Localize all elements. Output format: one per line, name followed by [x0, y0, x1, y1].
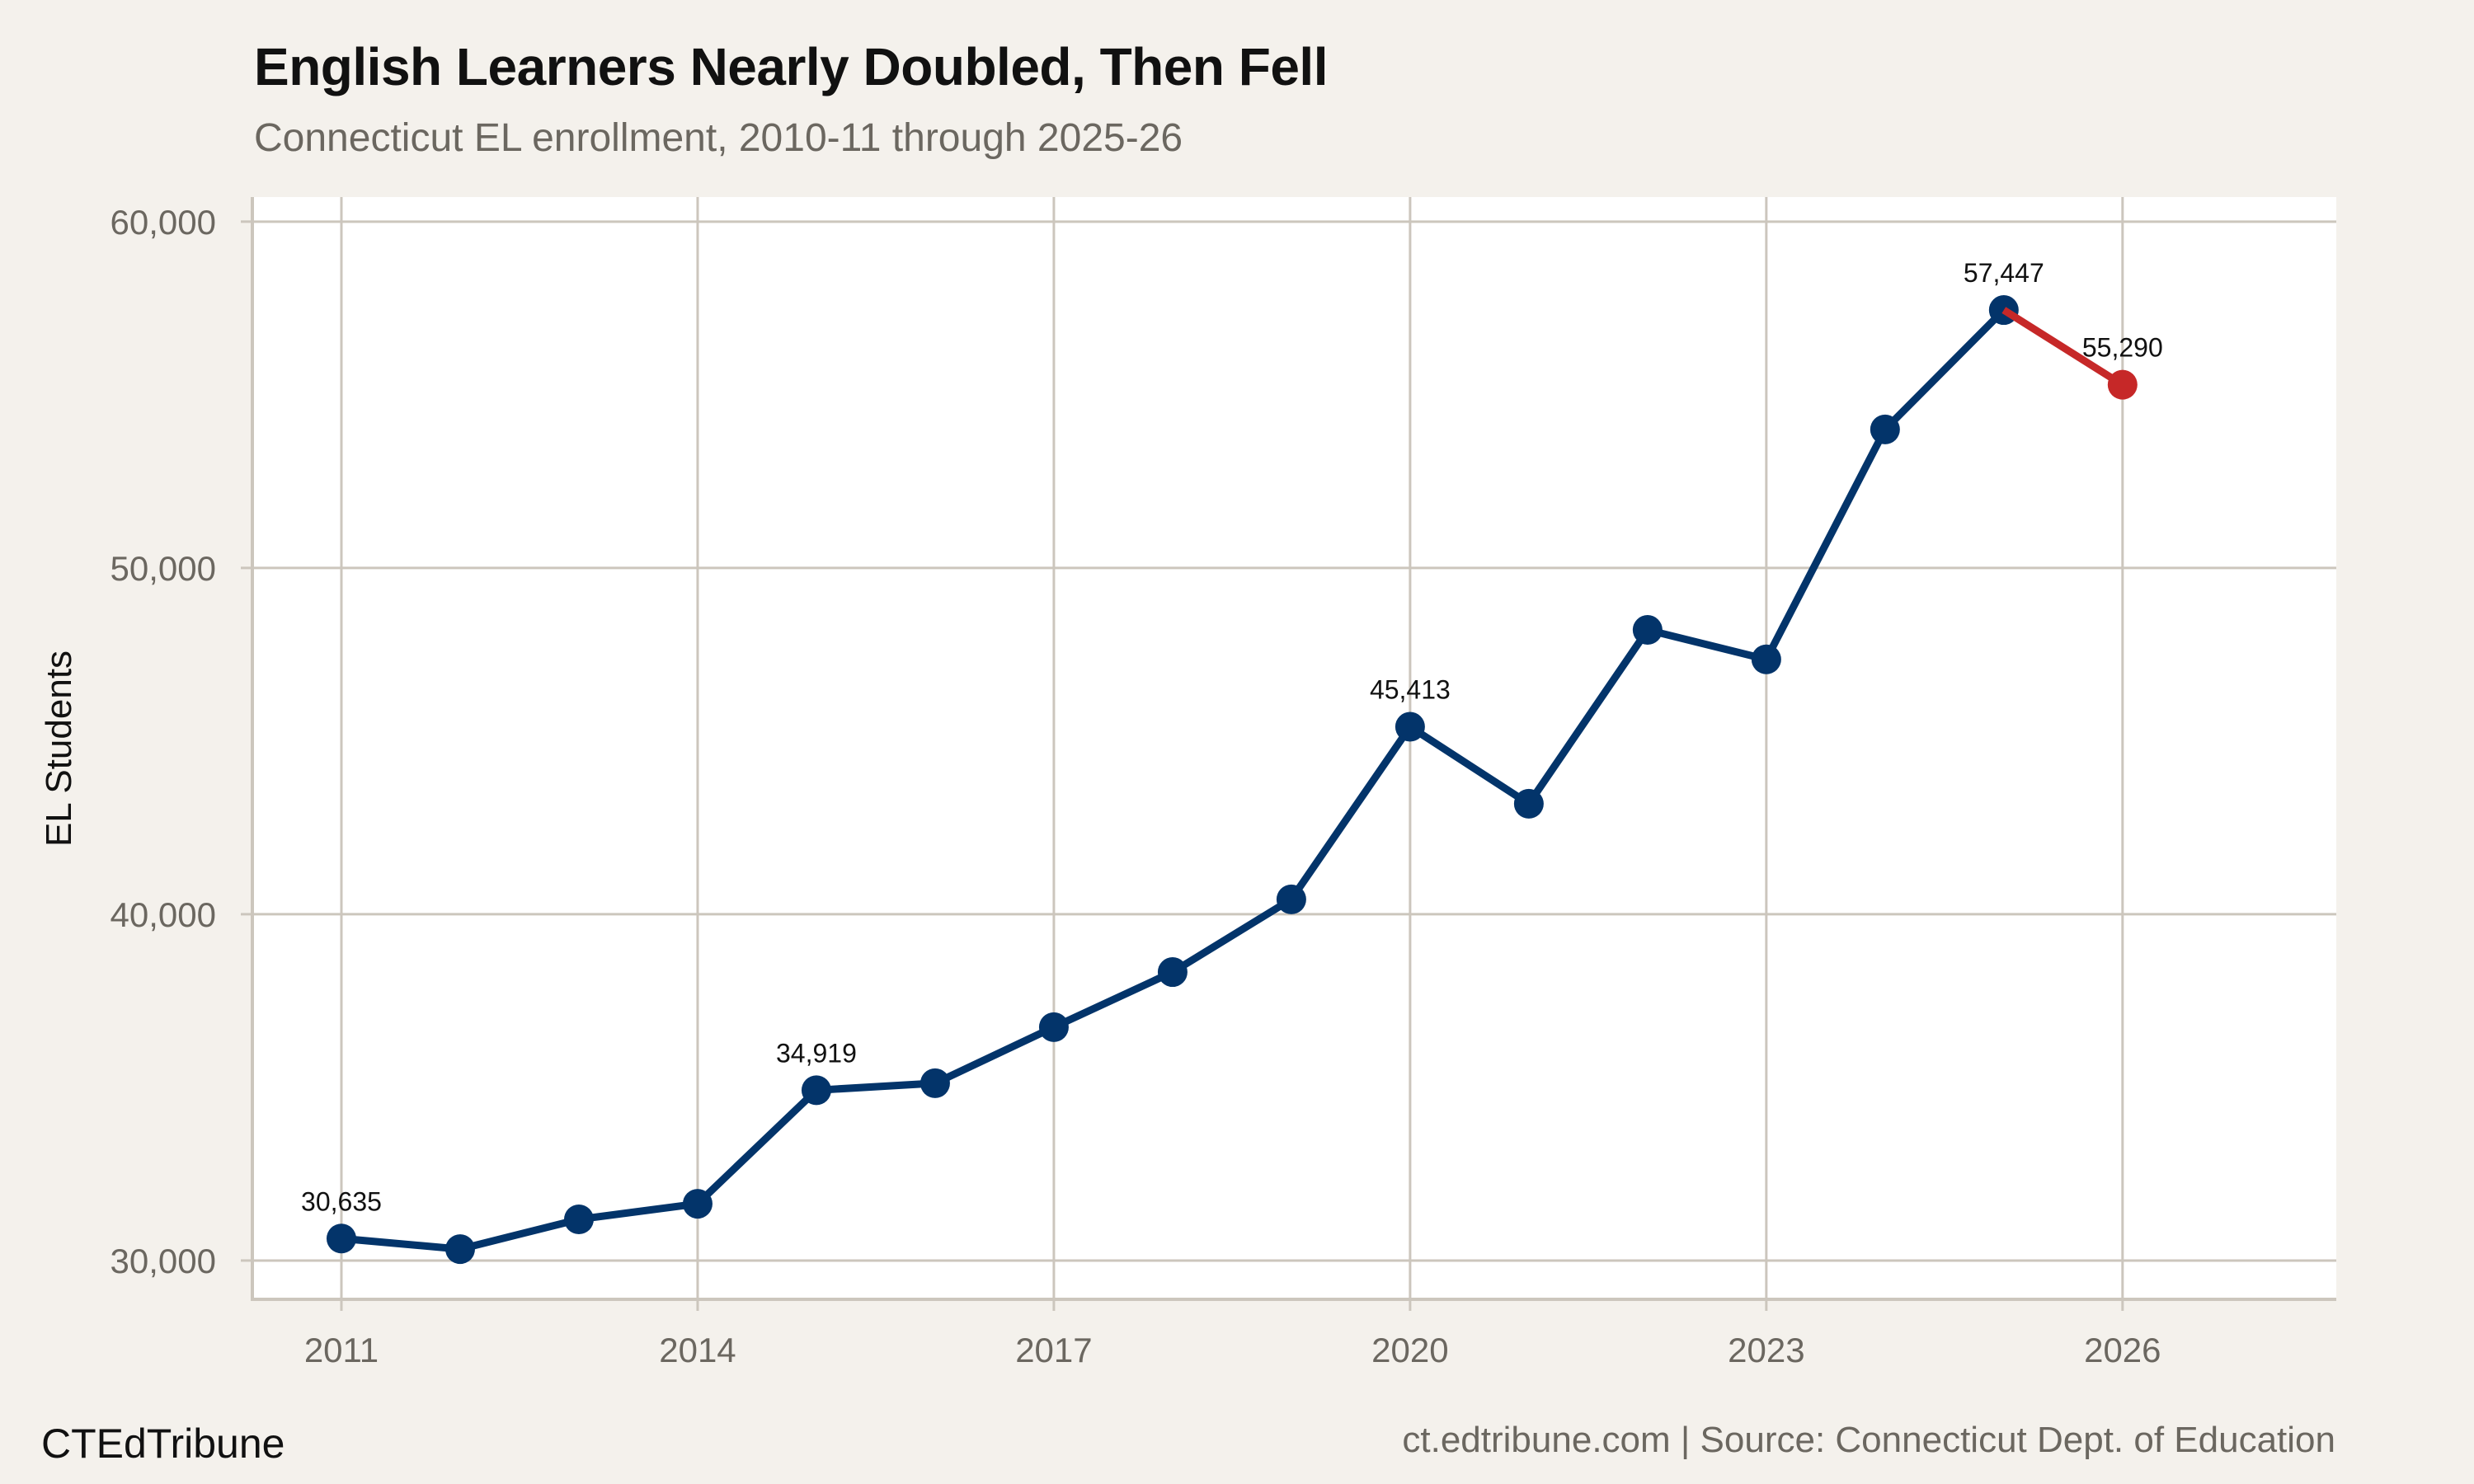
data-value-label: 45,413	[1370, 675, 1451, 705]
plot-area	[252, 197, 2336, 1299]
x-tick-label: 2023	[1728, 1331, 1804, 1369]
chart-subtitle: Connecticut EL enrollment, 2010-11 throu…	[254, 116, 1183, 160]
data-point	[1395, 711, 1425, 742]
brand-name: CTEdTribune	[41, 1421, 285, 1467]
x-tick-label: 2017	[1015, 1331, 1092, 1369]
data-value-label: 34,919	[776, 1038, 857, 1068]
data-point	[1632, 615, 1663, 646]
data-series	[326, 295, 2138, 1265]
y-tick-label: 60,000	[111, 203, 216, 242]
data-point	[1870, 414, 1900, 444]
y-tick-label: 30,000	[111, 1242, 216, 1280]
y-axis-ticks: 30,000 40,000 50,000 60,000	[111, 203, 252, 1280]
data-point	[1513, 788, 1544, 819]
data-point	[563, 1204, 594, 1234]
decline-line	[2001, 307, 2125, 388]
data-value-label: 30,635	[301, 1186, 382, 1216]
data-point	[1276, 884, 1306, 914]
data-point-latest	[2107, 369, 2138, 400]
data-point	[444, 1234, 475, 1265]
grid-lines	[252, 197, 2336, 1299]
data-labels: 30,635 34,919 45,413 57,447 55,290	[301, 258, 2163, 1216]
data-point	[682, 1189, 713, 1219]
data-point	[920, 1068, 950, 1098]
data-value-label: 55,290	[2082, 333, 2163, 363]
axis-lines	[251, 197, 2336, 1301]
data-point	[1038, 1012, 1069, 1042]
chart-title: English Learners Nearly Doubled, Then Fe…	[254, 37, 1328, 96]
data-point	[326, 1223, 356, 1254]
data-value-label: 57,447	[1964, 258, 2044, 288]
x-tick-label: 2020	[1371, 1331, 1448, 1369]
y-tick-label: 50,000	[111, 549, 216, 588]
x-tick-label: 2011	[304, 1331, 379, 1369]
data-point	[1157, 957, 1188, 988]
y-tick-label: 40,000	[111, 895, 216, 934]
source-credit: ct.edtribune.com | Source: Connecticut D…	[1402, 1420, 2335, 1460]
data-point	[1751, 644, 1781, 674]
x-tick-label: 2026	[2084, 1331, 2161, 1369]
data-point	[801, 1075, 831, 1106]
x-tick-label: 2014	[659, 1331, 736, 1369]
x-axis-ticks: 2011 2014 2017 2020 2023 2026	[304, 1299, 2161, 1369]
